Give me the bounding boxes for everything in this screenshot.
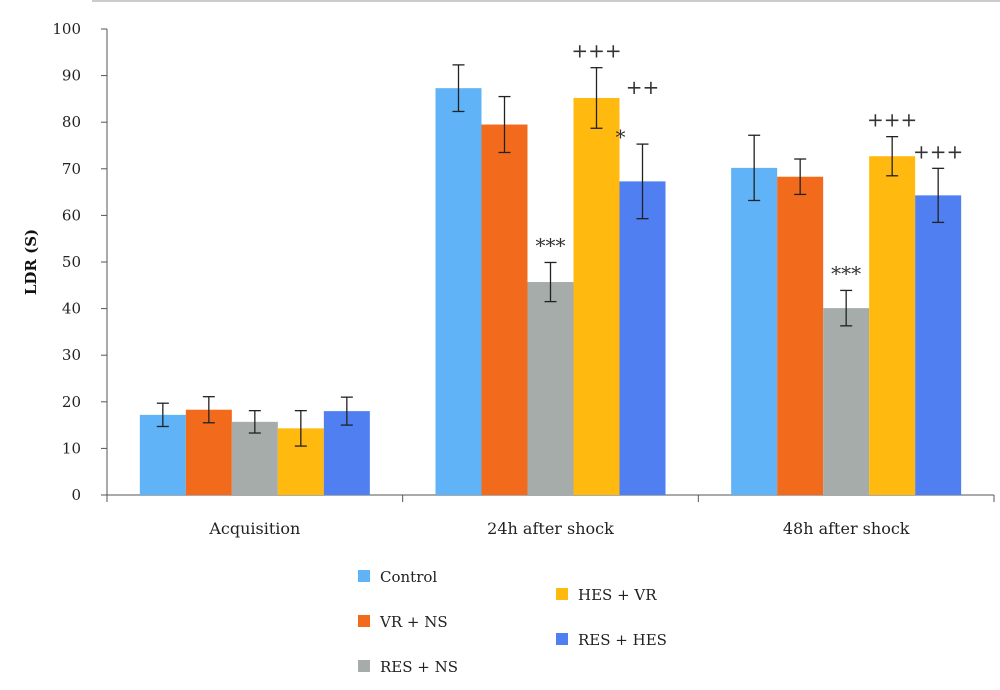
legend: Control VR + NS RES + NS HES + VR RES + HES <box>358 568 667 676</box>
significance-annotation: +++ <box>867 108 917 132</box>
bar <box>527 282 574 495</box>
legend-label: RES + NS <box>380 658 458 676</box>
legend-label: HES + VR <box>578 586 657 604</box>
x-category-label: 48h after shock <box>783 519 910 538</box>
significance-annotation: +++ <box>913 139 963 163</box>
annotations: *** +++ * ++ *** +++ +++ <box>536 39 964 286</box>
bars <box>139 88 962 496</box>
y-tick-label: 0 <box>71 486 81 504</box>
legend-swatch <box>358 660 370 672</box>
y-tick-label: 60 <box>62 206 81 224</box>
significance-annotation: *** <box>536 233 566 257</box>
error-bars <box>156 64 945 447</box>
bar <box>573 97 620 495</box>
x-category-label: Acquisition <box>208 519 300 538</box>
y-axis-title: LDR (S) <box>22 229 40 295</box>
significance-annotation: *** <box>831 261 861 285</box>
legend-label: Control <box>380 568 437 586</box>
y-tick-label: 90 <box>62 67 81 85</box>
axes: 0 10 20 30 40 50 60 70 80 90 100 LDR (S) Acquisition… <box>22 20 995 538</box>
significance-annotation: * <box>616 125 626 149</box>
bar <box>823 308 870 495</box>
y-tick-label: 70 <box>62 160 81 178</box>
legend-label: RES + HES <box>578 631 667 649</box>
legend-swatch <box>556 588 568 600</box>
bar <box>731 167 778 496</box>
significance-annotation: ++ <box>626 75 660 99</box>
bar <box>619 181 666 495</box>
bar <box>185 409 232 495</box>
bar <box>915 195 962 495</box>
x-category-label: 24h after shock <box>487 519 614 538</box>
bar <box>435 88 482 495</box>
bar <box>231 421 278 495</box>
bar <box>777 176 824 496</box>
bar <box>139 414 186 495</box>
y-tick-label: 20 <box>62 393 81 411</box>
legend-swatch <box>358 615 370 627</box>
y-tick-label: 30 <box>62 346 81 364</box>
bar <box>481 124 528 495</box>
y-tick-label: 10 <box>62 439 81 457</box>
bar <box>869 156 916 495</box>
y-tick-label: 80 <box>62 113 81 131</box>
significance-annotation: +++ <box>571 39 621 63</box>
legend-label: VR + NS <box>379 613 448 631</box>
y-tick-label: 40 <box>62 300 81 318</box>
y-tick-label: 100 <box>52 20 81 38</box>
legend-swatch <box>358 570 370 582</box>
y-tick-label: 50 <box>62 253 81 271</box>
legend-swatch <box>556 633 568 645</box>
